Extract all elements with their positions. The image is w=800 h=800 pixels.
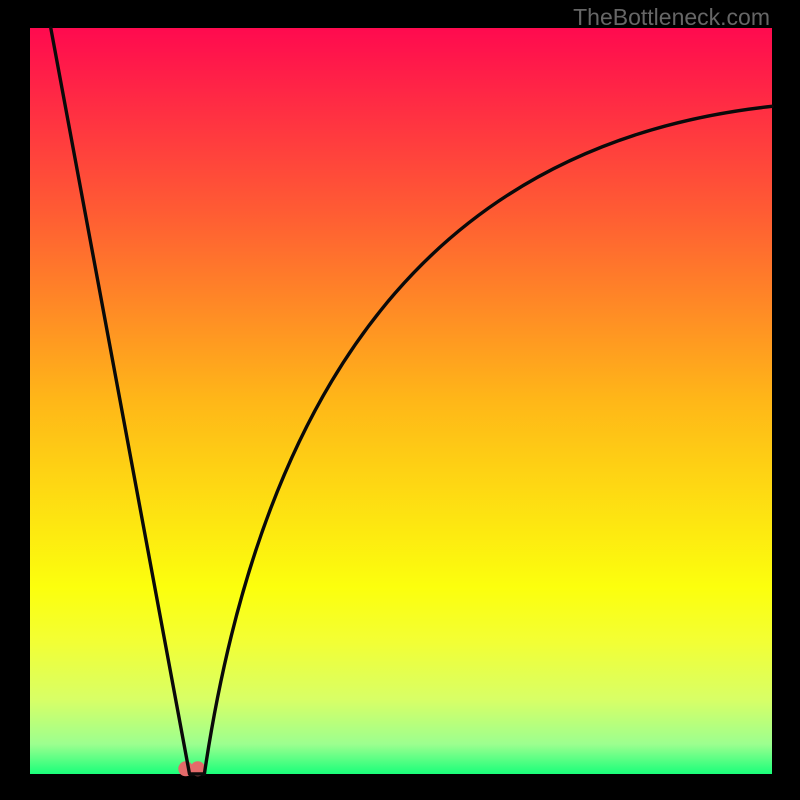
- watermark: TheBottleneck.com: [573, 4, 770, 31]
- plot-area: [30, 28, 772, 774]
